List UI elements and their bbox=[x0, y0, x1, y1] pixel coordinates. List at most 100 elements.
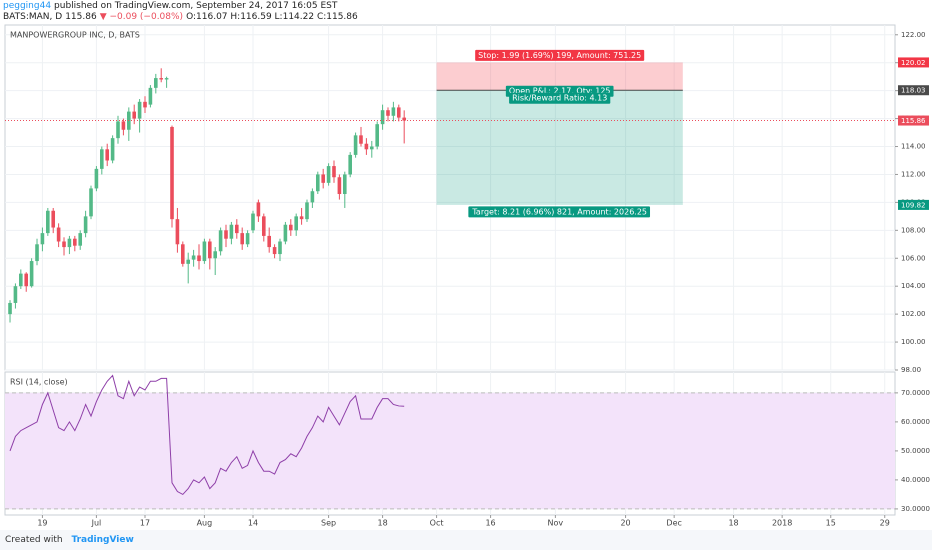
header-line: pegging44 published on TradingView.com, S… bbox=[3, 1, 361, 12]
candle-body bbox=[170, 126, 174, 220]
candle-body bbox=[143, 101, 147, 108]
candle-body bbox=[235, 224, 239, 234]
candle-body bbox=[46, 210, 50, 234]
x-tick-label: 20 bbox=[620, 519, 630, 528]
candle-body bbox=[386, 110, 390, 116]
x-tick-label: 2018 bbox=[772, 519, 792, 528]
stop-zone bbox=[436, 62, 683, 91]
y-tick-label: 60.0000 bbox=[901, 418, 930, 426]
y-tick-label: 122.00 bbox=[901, 31, 926, 39]
candle-body bbox=[116, 121, 120, 139]
price-label-box bbox=[898, 85, 929, 96]
author[interactable]: pegging44 bbox=[3, 1, 52, 11]
candle-body bbox=[240, 233, 245, 245]
price-label: 118.03 bbox=[901, 87, 926, 95]
candle-body bbox=[310, 191, 315, 203]
pane bbox=[4, 24, 896, 371]
y-tick-label: 106.00 bbox=[901, 254, 926, 262]
x-tick-label: Sep bbox=[321, 519, 336, 528]
candle-body bbox=[278, 241, 282, 255]
x-tick-label: 18 bbox=[377, 519, 387, 528]
candle-body bbox=[294, 216, 298, 231]
published: published on TradingView.com, September … bbox=[54, 1, 338, 11]
candle-body bbox=[245, 233, 250, 245]
candle-body bbox=[299, 216, 304, 220]
candle-body bbox=[132, 111, 137, 119]
candle-body bbox=[24, 273, 29, 287]
x-tick-label: 15 bbox=[826, 519, 836, 528]
candle-body bbox=[148, 87, 153, 105]
last-price: 115.86 bbox=[65, 12, 97, 22]
candle-body bbox=[391, 107, 396, 116]
candle-body bbox=[94, 168, 99, 189]
label-box bbox=[468, 206, 651, 218]
candle-body bbox=[29, 261, 34, 287]
label-box bbox=[475, 49, 645, 61]
candle-body bbox=[8, 302, 12, 315]
y-tick-label: 30.0000 bbox=[901, 505, 930, 513]
candle-body bbox=[159, 78, 164, 80]
change: ▼ −0.09 (−0.08%) bbox=[99, 12, 184, 22]
candle-body bbox=[175, 219, 180, 245]
y-tick-label: 70.0000 bbox=[901, 389, 930, 397]
candle-body bbox=[256, 202, 261, 217]
target-zone bbox=[436, 90, 683, 205]
candle-body bbox=[40, 233, 45, 245]
candle-body bbox=[83, 216, 88, 234]
header: pegging44 published on TradingView.com, S… bbox=[3, 1, 361, 23]
candle-body bbox=[78, 233, 83, 246]
candle-body bbox=[67, 238, 72, 248]
x-tick-label: Oct bbox=[430, 519, 444, 528]
price-label: 115.86 bbox=[901, 117, 926, 125]
candle-body bbox=[364, 143, 369, 150]
candle-body bbox=[353, 135, 358, 155]
candle-body bbox=[208, 241, 212, 259]
candle-body bbox=[218, 230, 223, 252]
y-tick-label: 114.00 bbox=[901, 143, 926, 151]
candle-body bbox=[332, 166, 336, 178]
candle-body bbox=[19, 273, 23, 287]
candle-body bbox=[100, 149, 104, 169]
pane-title: RSI (14, close) bbox=[10, 378, 68, 387]
candle-body bbox=[348, 154, 352, 175]
header-line: BATS:MAN, D 115.86 ▼ −0.09 (−0.08%) O:116.0… bbox=[3, 12, 361, 23]
candle-body bbox=[121, 121, 126, 130]
y-tick-label: 112.00 bbox=[901, 170, 926, 178]
ohlc: O:116.07 H:116.59 L:114.22 C:115.86 bbox=[186, 12, 358, 22]
candle-body bbox=[164, 78, 169, 80]
candle-body bbox=[191, 255, 196, 260]
label-box bbox=[509, 92, 611, 104]
x-tick-label: Nov bbox=[548, 519, 564, 528]
y-tick-label: 108.00 bbox=[901, 226, 926, 234]
price-label-box bbox=[898, 115, 929, 126]
x-tick-label: 19 bbox=[37, 519, 47, 528]
candle-body bbox=[380, 110, 385, 125]
candle-body bbox=[13, 286, 18, 303]
y-tick-label: 40.0000 bbox=[901, 476, 930, 484]
rsi-line bbox=[9, 374, 405, 496]
candle-body bbox=[359, 135, 363, 144]
candle-body bbox=[272, 247, 277, 255]
label-text: Target: 8.21 (6.96%) 821, Amount: 2026.2… bbox=[471, 207, 647, 216]
x-tick-label: Aug bbox=[197, 519, 213, 528]
x-tick-label: 29 bbox=[880, 519, 890, 528]
candle-body bbox=[89, 188, 93, 217]
x-tick-label: Dec bbox=[666, 519, 681, 528]
y-tick-label: 50.0000 bbox=[901, 447, 930, 455]
candle-body bbox=[56, 227, 61, 242]
candle-body bbox=[396, 107, 401, 118]
price-label-box bbox=[898, 57, 929, 68]
candle-body bbox=[321, 174, 325, 183]
footer: Created with TradingView bbox=[0, 530, 932, 550]
candle-body bbox=[229, 224, 234, 239]
candle-body bbox=[137, 101, 142, 119]
candle-body bbox=[110, 138, 115, 161]
candle-body bbox=[375, 124, 379, 147]
brand[interactable]: TradingView bbox=[71, 535, 134, 545]
y-tick-label: 100.00 bbox=[901, 338, 926, 346]
label-text: Risk/Reward Ratio: 4.13 bbox=[512, 94, 607, 103]
x-tick-label: 14 bbox=[248, 519, 258, 528]
candle-body bbox=[202, 241, 207, 262]
y-tick-label: 98.00 bbox=[901, 366, 921, 374]
